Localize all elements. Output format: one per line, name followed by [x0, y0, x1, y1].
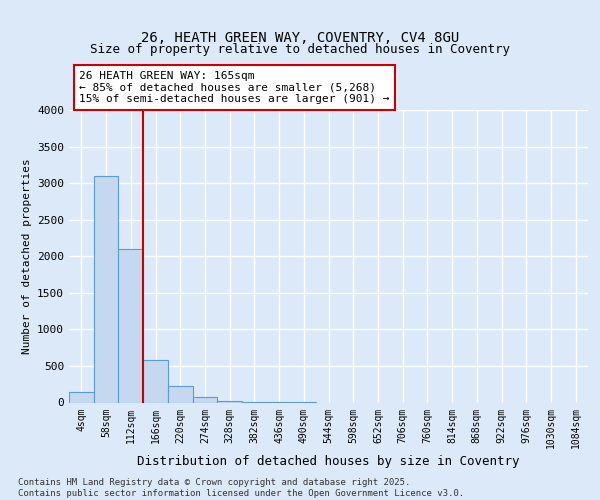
Text: Size of property relative to detached houses in Coventry: Size of property relative to detached ho…: [90, 44, 510, 57]
Bar: [168, 386, 193, 402]
X-axis label: Distribution of detached houses by size in Coventry: Distribution of detached houses by size …: [137, 456, 520, 468]
Bar: [143, 360, 168, 403]
Bar: [193, 398, 217, 402]
Bar: [69, 392, 94, 402]
Bar: [118, 249, 143, 402]
Y-axis label: Number of detached properties: Number of detached properties: [22, 158, 32, 354]
Text: 26 HEATH GREEN WAY: 165sqm
← 85% of detached houses are smaller (5,268)
15% of s: 26 HEATH GREEN WAY: 165sqm ← 85% of deta…: [79, 71, 390, 104]
Text: Contains HM Land Registry data © Crown copyright and database right 2025.
Contai: Contains HM Land Registry data © Crown c…: [18, 478, 464, 498]
Bar: [217, 401, 242, 402]
Bar: [94, 176, 118, 402]
Text: 26, HEATH GREEN WAY, COVENTRY, CV4 8GU: 26, HEATH GREEN WAY, COVENTRY, CV4 8GU: [141, 30, 459, 44]
